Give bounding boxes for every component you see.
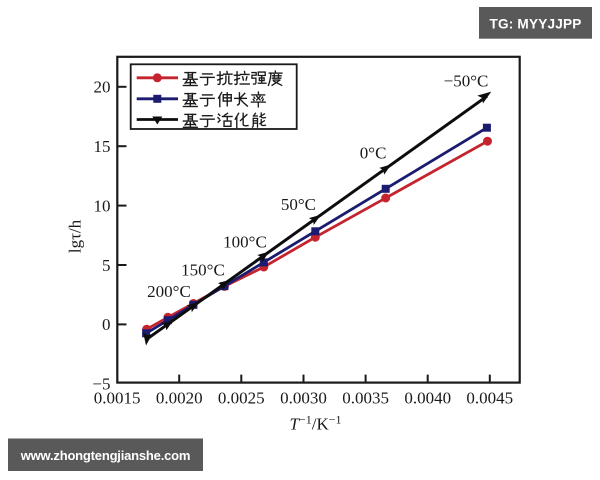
- svg-text:0.0035: 0.0035: [342, 388, 389, 407]
- svg-text:0.0020: 0.0020: [156, 388, 203, 407]
- svg-text:5: 5: [102, 256, 111, 275]
- svg-text:50°C: 50°C: [281, 195, 316, 214]
- svg-text:−5: −5: [92, 375, 110, 394]
- svg-text:200°C: 200°C: [147, 282, 191, 301]
- svg-text:0.0045: 0.0045: [466, 388, 513, 407]
- svg-text:0.0040: 0.0040: [404, 388, 451, 407]
- svg-text:TG: MYYJJPP: TG: MYYJJPP: [489, 17, 581, 32]
- svg-text:0°C: 0°C: [360, 144, 387, 163]
- svg-text:0.0030: 0.0030: [280, 388, 327, 407]
- svg-text:0.0015: 0.0015: [94, 388, 141, 407]
- svg-text:−50°C: −50°C: [444, 71, 489, 90]
- svg-text:www.zhongtengjianshe.com: www.zhongtengjianshe.com: [20, 448, 191, 463]
- svg-text:lgτ/h: lgτ/h: [66, 219, 85, 253]
- svg-text:15: 15: [94, 137, 111, 156]
- svg-text:20: 20: [94, 78, 111, 97]
- svg-text:T−1/K−1: T−1/K−1: [289, 413, 341, 434]
- svg-text:150°C: 150°C: [181, 260, 225, 279]
- svg-text:10: 10: [94, 196, 111, 215]
- svg-text:0.0025: 0.0025: [218, 388, 265, 407]
- svg-text:0: 0: [102, 315, 111, 334]
- svg-text:100°C: 100°C: [223, 232, 267, 251]
